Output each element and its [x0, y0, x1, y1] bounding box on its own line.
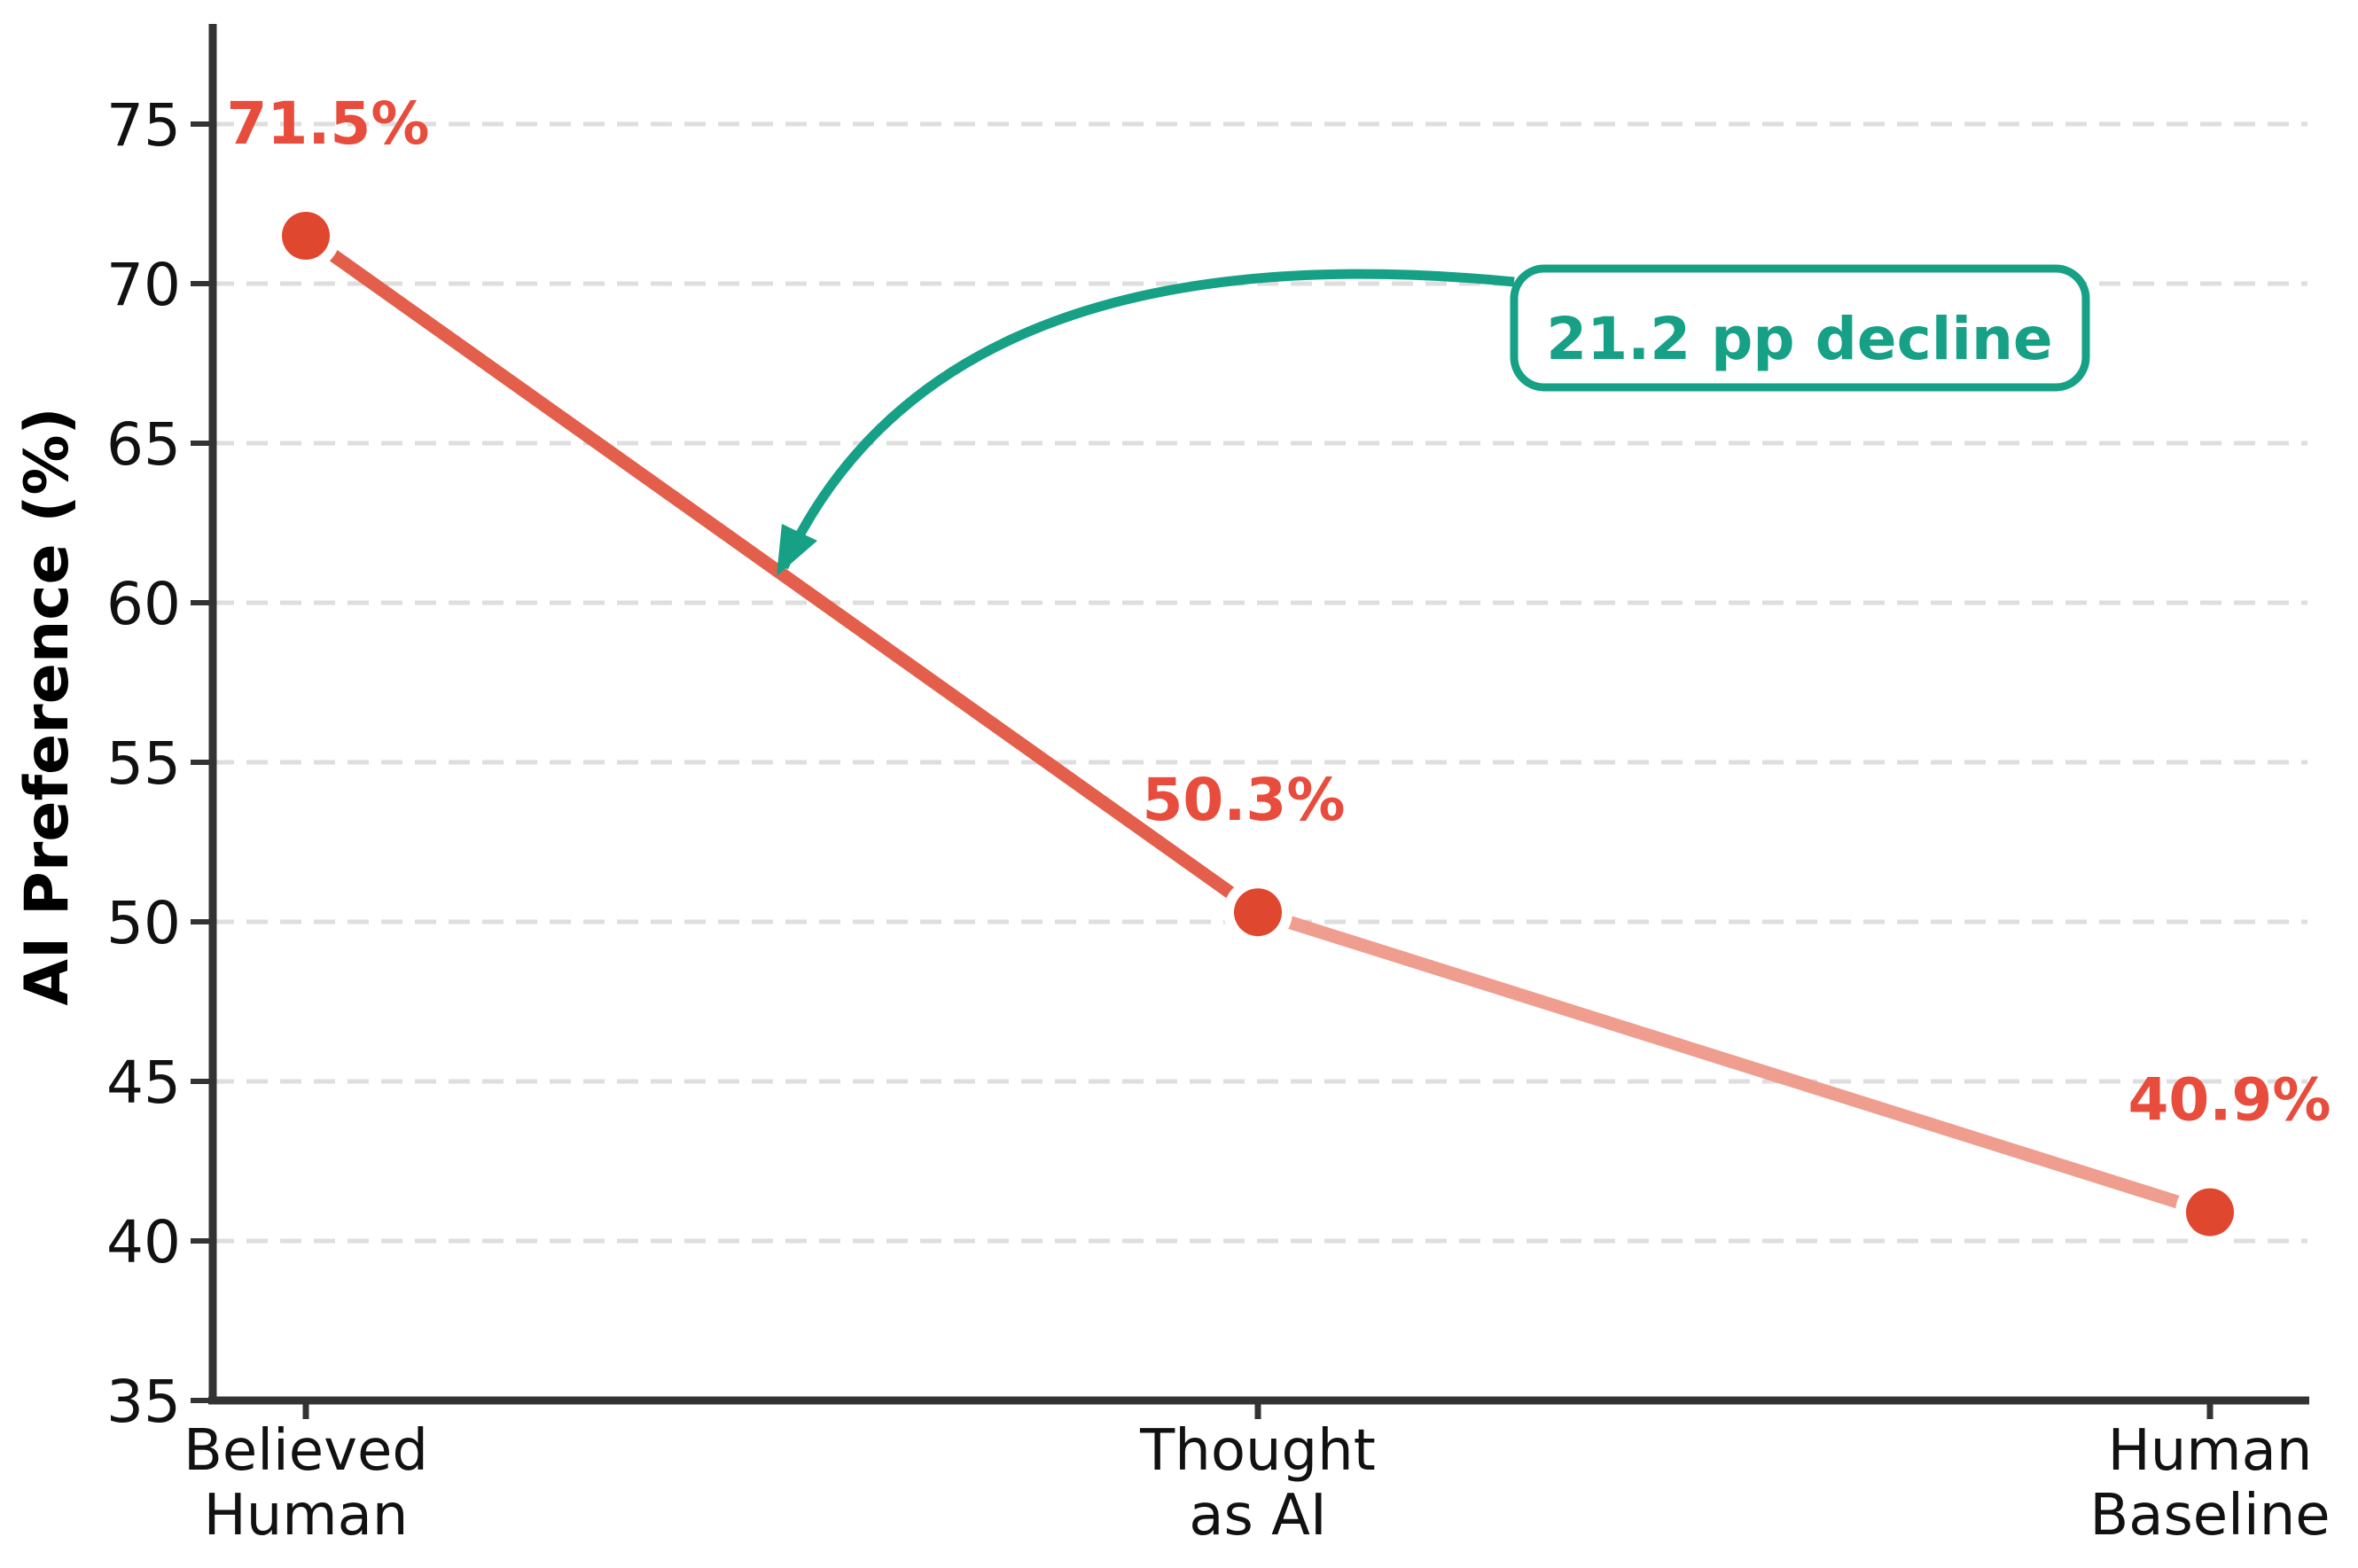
- y-tick-label: 50: [106, 889, 181, 957]
- y-tick-label: 35: [106, 1368, 181, 1436]
- y-tick-label: 40: [106, 1208, 181, 1276]
- data-point-label: 40.9%: [2128, 1066, 2331, 1135]
- annotation-arrowhead: [777, 524, 817, 576]
- x-tick-label: as AI: [1189, 1483, 1327, 1548]
- x-tick-label: Human: [204, 1483, 409, 1548]
- x-tick-label: Baseline: [2089, 1483, 2330, 1548]
- trend-line-segment-1: [301, 230, 1262, 918]
- data-point: [2186, 1188, 2234, 1236]
- y-tick-label: 60: [106, 570, 181, 638]
- data-point-label: 71.5%: [227, 90, 430, 158]
- y-axis-title: AI Preference (%): [12, 407, 82, 1005]
- y-tick-label: 65: [106, 410, 181, 479]
- y-tick-label: 55: [106, 729, 181, 798]
- annotation-arrow-curve: [778, 269, 1515, 570]
- data-point: [282, 212, 330, 260]
- annotation-box: [1510, 264, 2090, 392]
- x-tick-label: Believed: [183, 1418, 428, 1484]
- data-point-label: 50.3%: [1143, 766, 1346, 834]
- trend-line-segment-2: [1255, 906, 2213, 1219]
- annotation-label: 21.2 pp decline: [1546, 305, 2052, 373]
- x-tick-label: Thought: [1139, 1418, 1376, 1484]
- data-point: [1234, 888, 1282, 937]
- y-tick-label: 45: [106, 1049, 181, 1117]
- y-tick-label: 75: [106, 91, 181, 160]
- y-tick-label: 70: [106, 251, 181, 319]
- x-tick-label: Human: [2108, 1418, 2313, 1484]
